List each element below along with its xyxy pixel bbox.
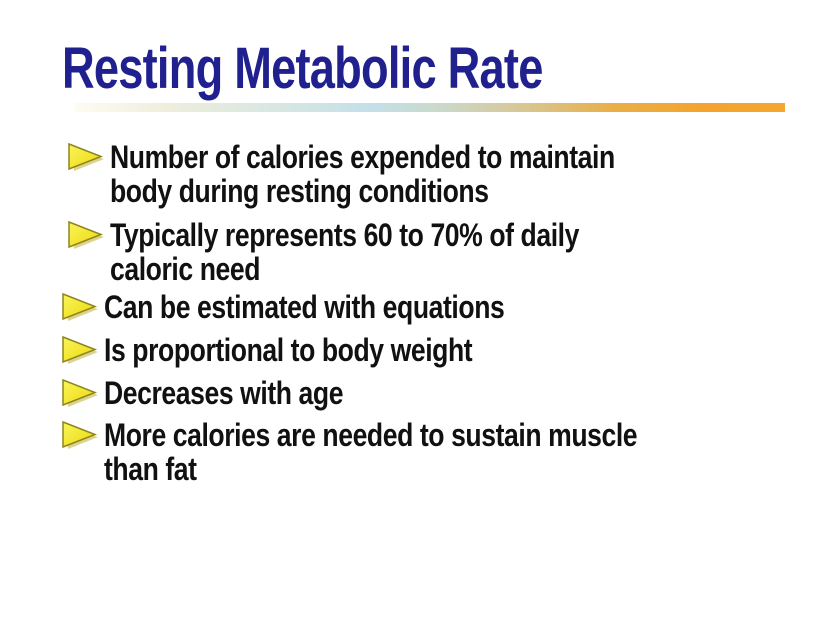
triangle-bullet-icon (62, 336, 98, 364)
triangle-bullet-icon (68, 143, 104, 171)
triangle-bullet-icon (62, 293, 98, 321)
triangle-bullet-icon (68, 221, 104, 249)
triangle-bullet-icon (62, 379, 98, 407)
bullet-item: Decreases with age (62, 376, 800, 410)
bullet-text: Is proportional to body weight (104, 332, 473, 368)
title-underline-rule (75, 103, 785, 112)
bullet-item: More calories are needed to sustain musc… (62, 418, 800, 486)
bullet-text: More calories are needed to sustain musc… (104, 417, 638, 487)
bullet-text: Typically represents 60 to 70% of daily … (110, 217, 579, 287)
bullet-item: Is proportional to body weight (62, 333, 800, 367)
bullet-item: Typically represents 60 to 70% of daily … (68, 218, 800, 286)
bullet-list: Number of calories expended to maintain … (60, 140, 800, 486)
bullet-text: Number of calories expended to maintain … (110, 139, 615, 209)
triangle-bullet-icon (62, 421, 98, 449)
bullet-text: Decreases with age (104, 375, 344, 411)
slide-title: Resting Metabolic Rate (62, 36, 543, 101)
bullet-item: Can be estimated with equations (62, 290, 800, 324)
bullet-text: Can be estimated with equations (104, 289, 505, 325)
bullet-item: Number of calories expended to maintain … (68, 140, 800, 208)
